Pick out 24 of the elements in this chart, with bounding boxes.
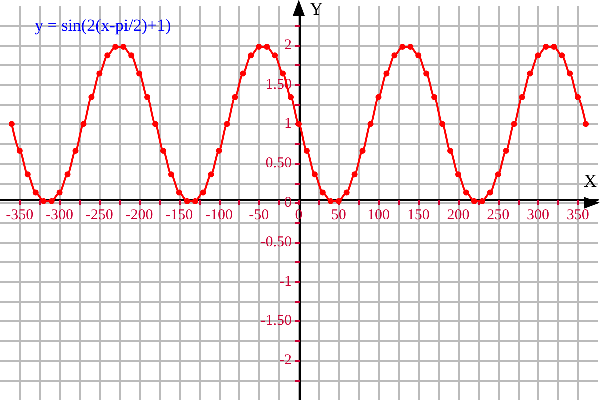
x-tick-label: 100 [367,208,390,224]
y-axis-title: Y [310,0,323,19]
x-axis-title: X [584,171,597,191]
x-tick-label: -250 [86,208,114,224]
y-tick-label: -0.50 [260,234,292,250]
y-tick-label: 2 [284,37,292,54]
x-tick-label: 350 [566,208,590,224]
x-tick-label: 250 [487,208,510,224]
x-tick-label: 50 [331,208,346,224]
y-tick-label: 0.50 [266,156,292,172]
x-tick-label: 200 [447,208,470,224]
x-tick-label: -200 [126,208,154,224]
x-tick-label: 150 [407,208,430,224]
x-tick-label: -100 [206,208,234,224]
y-tick-label: -1.50 [260,313,292,330]
x-tick-label: -50 [249,208,270,224]
text: y = sin(2(x-pi/2)+1) [35,16,172,35]
x-tick-label: -350 [6,208,34,224]
y-tick-label: -1 [280,274,292,290]
x-tick-label: 300 [526,208,550,224]
x-tick-label: -150 [166,208,194,224]
y-tick-label: -2 [280,352,292,369]
x-tick-label: -300 [46,208,74,224]
y-tick-label: 1 [284,116,292,132]
